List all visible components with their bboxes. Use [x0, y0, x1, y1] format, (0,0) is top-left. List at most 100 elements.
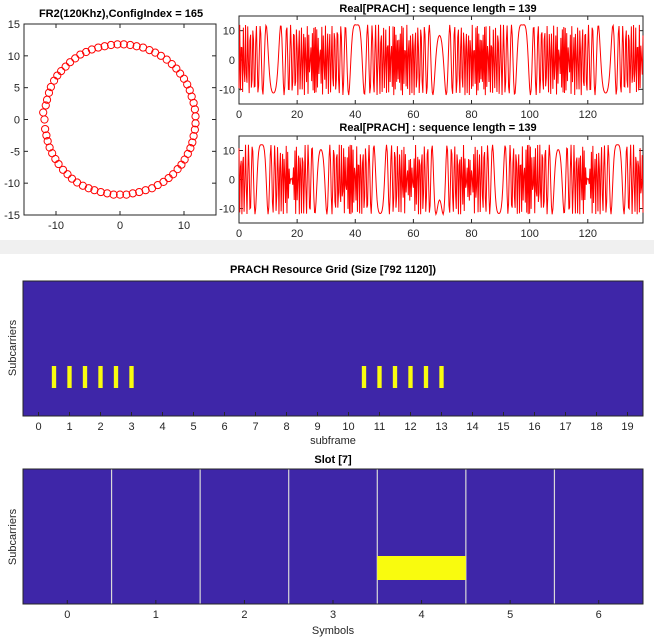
slot-active-block: [377, 556, 466, 580]
resource-grid-xtick-label: 5: [190, 421, 196, 433]
resource-grid-xtick-label: 15: [497, 421, 509, 433]
constellation-point: [94, 43, 103, 52]
slot-plot: Slot [7] 0 1 2 3 4 5 6 Symbols Subcarriers: [7, 454, 644, 637]
resource-grid-plot: PRACH Resource Grid (Size [792 1120]) 0 1…: [7, 264, 644, 447]
constellation-point: [90, 186, 99, 195]
slot-xtick-label: 2: [241, 609, 247, 621]
resource-grid-xtick-label: 16: [528, 421, 540, 433]
real-prach-2-xtick-label: 100: [520, 228, 538, 240]
real-prach-plot-2: Real[PRACH] : sequence length = 139 0 20 4…: [219, 122, 644, 240]
resource-grid-bar: [377, 366, 382, 388]
constellation-point: [100, 42, 109, 51]
constellation-point: [40, 115, 49, 124]
resource-grid-xtick-label: 1: [66, 421, 72, 433]
resource-grid-xtick-label: 2: [97, 421, 103, 433]
constellation-point: [42, 131, 51, 140]
constellation-point: [81, 47, 91, 57]
real-prach-2-xtick-label: 60: [407, 228, 419, 240]
constellation-point: [119, 40, 128, 49]
resource-grid-xtick-label: 11: [374, 421, 385, 433]
constellation-point: [61, 62, 70, 71]
resource-grid-xtick-label: 0: [35, 421, 41, 433]
resource-grid-xtick-label: 9: [314, 421, 320, 433]
constellation-point: [51, 154, 60, 164]
slot-xtick-label: 6: [596, 609, 602, 621]
resource-grid-xtick-label: 3: [128, 421, 134, 433]
constellation-point: [187, 92, 196, 101]
constellation-point: [173, 165, 182, 174]
slot-ylabel: Subcarriers: [7, 508, 19, 565]
constellation-point: [57, 67, 66, 76]
constellation-axes: [23, 23, 217, 216]
real-prach-2-ytick-label: 10: [223, 146, 235, 158]
slot-ticks: 0 1 2 3 4 5 6: [64, 600, 602, 621]
resource-grid-ticks: 0 1 2 3 4 5 6 7 8 9 10 11 12 13 14 15 16 17 18 19: [35, 412, 634, 433]
slot-xtick-label: 0: [64, 609, 70, 621]
constellation-point: [58, 165, 68, 174]
constellation-point: [122, 190, 131, 199]
resource-grid-ylabel: Subcarriers: [7, 319, 19, 376]
resource-grid-bar: [98, 366, 103, 388]
real-prach-line-2: [238, 144, 644, 216]
constellation-ytick-label: 0: [14, 115, 20, 127]
constellation-point: [176, 69, 185, 78]
constellation-point: [65, 58, 75, 67]
real-prach-1-xtick-label: 60: [407, 109, 419, 121]
real-prach-1-xtick-label: 120: [579, 109, 597, 121]
resource-grid-xtick-label: 4: [159, 421, 165, 433]
resource-grid-bar: [82, 366, 88, 388]
real-prach-2-xtick-label: 40: [349, 228, 361, 240]
resource-grid-title: PRACH Resource Grid (Size [792 1120]): [230, 264, 436, 276]
constellation-point: [190, 125, 199, 134]
constellation-point: [141, 186, 150, 195]
real-prach-title-2: Real[PRACH] : sequence length = 139: [339, 122, 536, 134]
resource-grid-bar: [67, 366, 72, 388]
constellation-point: [41, 101, 50, 110]
resource-grid-xtick-label: 18: [590, 421, 602, 433]
resource-grid-bars: [51, 366, 444, 388]
constellation-point: [183, 80, 192, 89]
resource-grid-background: [23, 281, 643, 416]
resource-grid-xtick-label: 14: [466, 421, 478, 433]
slot-xlabel: Symbols: [312, 625, 355, 637]
resource-grid-bar: [439, 366, 444, 388]
constellation-point: [189, 131, 198, 141]
constellation-point: [167, 60, 176, 69]
slot-title: Slot [7]: [314, 454, 352, 466]
constellation-point: [128, 189, 137, 198]
constellation-title: FR2(120Khz),ConfigIndex = 165: [39, 8, 203, 20]
constellation-point: [164, 173, 173, 183]
resource-grid-xtick-label: 19: [621, 421, 633, 433]
resource-grid-xlabel: subframe: [310, 435, 356, 447]
constellation-point: [42, 95, 52, 104]
constellation-point: [190, 105, 199, 114]
constellation-point: [63, 170, 72, 179]
figure-separator: [0, 240, 654, 254]
resource-grid-xtick-label: 8: [283, 421, 289, 433]
constellation-point: [78, 181, 87, 190]
real-prach-2-xtick-label: 20: [291, 228, 303, 240]
constellation-ytick-label: -5: [10, 146, 20, 158]
real-prach-1-xtick-label: 100: [520, 109, 538, 121]
constellation-point: [191, 119, 200, 128]
resource-grid-xtick-label: 12: [404, 421, 416, 433]
slot-xtick-label: 4: [419, 609, 425, 621]
real-prach-1-xtick-label: 40: [349, 109, 361, 121]
resource-grid-bar: [361, 366, 367, 388]
slot-xtick-label: 5: [507, 609, 513, 621]
real-prach-1-xtick-label: 80: [465, 109, 477, 121]
real-prach-1-ytick-label: 10: [223, 26, 235, 38]
resource-grid-xtick-label: 13: [435, 421, 447, 433]
resource-grid-bar: [408, 366, 413, 388]
constellation-xtick-label: 0: [117, 220, 123, 232]
constellation-ytick-label: 10: [8, 51, 20, 63]
constellation-point: [186, 144, 195, 153]
constellation-plot: FR2(120Khz),ConfigIndex = 165 -10 0 10 15 10…: [4, 8, 217, 232]
constellation-ticks: -10 0 10 15 10 5 0 -5 -10 -15: [4, 19, 216, 232]
real-prach-title-1: Real[PRACH] : sequence length = 139: [339, 3, 536, 15]
constellation-points: [39, 40, 200, 199]
constellation-xtick-label: 10: [178, 220, 190, 232]
